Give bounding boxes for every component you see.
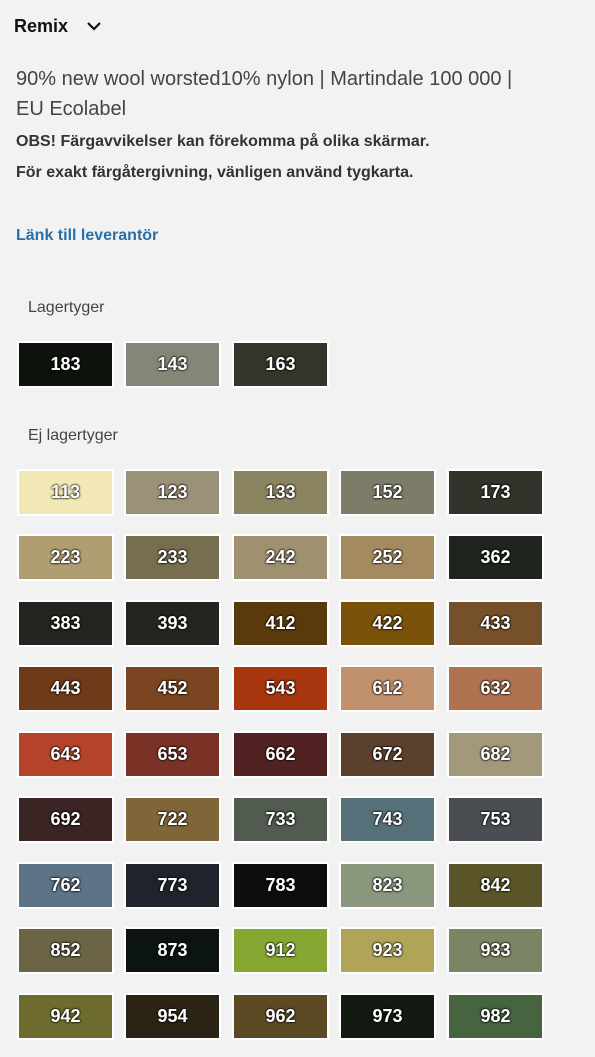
color-swatch[interactable]: 753 [447, 796, 544, 843]
color-swatch[interactable]: 223 [17, 534, 114, 581]
color-swatch[interactable]: 982 [447, 992, 544, 1040]
color-swatch[interactable]: 152 [339, 468, 436, 516]
color-swatch[interactable]: 722 [124, 796, 221, 843]
color-swatch[interactable]: 762 [17, 861, 114, 909]
notice-prefix: OBS! [16, 133, 56, 150]
color-swatch[interactable]: 383 [17, 599, 114, 647]
color-swatch[interactable]: 242 [232, 534, 329, 581]
color-swatch[interactable]: 733 [232, 796, 329, 843]
color-swatch[interactable]: 643 [17, 730, 114, 778]
color-swatch[interactable]: 113 [17, 468, 114, 516]
color-swatch[interactable]: 692 [17, 796, 114, 843]
color-swatch[interactable]: 143 [124, 341, 221, 388]
color-swatch[interactable]: 682 [447, 730, 544, 778]
color-swatch[interactable]: 823 [339, 861, 436, 909]
color-swatch[interactable]: 783 [232, 861, 329, 909]
color-swatch[interactable]: 962 [232, 992, 329, 1040]
color-swatch[interactable]: 252 [339, 534, 436, 581]
color-swatch[interactable]: 433 [447, 599, 544, 647]
color-swatch[interactable]: 852 [17, 927, 114, 974]
color-swatch[interactable]: 973 [339, 992, 436, 1040]
color-swatch[interactable]: 612 [339, 665, 436, 712]
header-title[interactable]: Remix [14, 16, 69, 36]
color-swatch[interactable]: 773 [124, 861, 221, 909]
group-title: Lagertyger [28, 299, 105, 316]
color-swatch[interactable]: 662 [232, 730, 329, 778]
description-line: 90% new wool worsted10% nylon | Martinda… [16, 68, 513, 90]
notice-line: OBS! Färgavvikelser kan förekomma på oli… [16, 133, 430, 151]
color-swatch[interactable]: 393 [124, 599, 221, 647]
color-swatch[interactable]: 873 [124, 927, 221, 974]
color-swatch[interactable]: 923 [339, 927, 436, 974]
color-swatch[interactable]: 452 [124, 665, 221, 712]
color-swatch[interactable]: 912 [232, 927, 329, 974]
notice-line: För exakt färgåtergivning, vänligen anvä… [16, 164, 414, 181]
group-title: Ej lagertyger [28, 426, 118, 444]
color-swatch[interactable]: 743 [339, 796, 436, 843]
color-swatch[interactable]: 942 [17, 992, 114, 1040]
color-swatch[interactable]: 672 [339, 730, 436, 778]
color-swatch[interactable]: 422 [339, 599, 436, 647]
color-swatch[interactable]: 842 [447, 861, 544, 909]
color-swatch[interactable]: 163 [232, 341, 329, 388]
color-swatch[interactable]: 362 [447, 534, 544, 581]
description-line: EU Ecolabel [16, 98, 127, 120]
supplier-link[interactable]: Länk till leverantör [16, 227, 159, 244]
color-swatch[interactable]: 543 [232, 665, 329, 712]
color-swatch[interactable]: 443 [17, 665, 114, 712]
color-swatch[interactable]: 632 [447, 665, 544, 712]
color-swatch[interactable]: 954 [124, 992, 221, 1040]
color-swatch[interactable]: 412 [232, 599, 329, 647]
color-swatch[interactable]: 123 [124, 468, 221, 516]
color-swatch[interactable]: 173 [447, 468, 544, 516]
color-swatch[interactable]: 653 [124, 730, 221, 778]
color-swatch[interactable]: 233 [124, 534, 221, 581]
color-swatch[interactable]: 933 [447, 927, 544, 974]
chevron[interactable] [86, 20, 102, 34]
color-swatch[interactable]: 183 [17, 341, 114, 388]
color-swatch[interactable]: 133 [232, 468, 329, 516]
notice-text: Färgavvikelser kan förekomma på olika sk… [56, 133, 430, 150]
